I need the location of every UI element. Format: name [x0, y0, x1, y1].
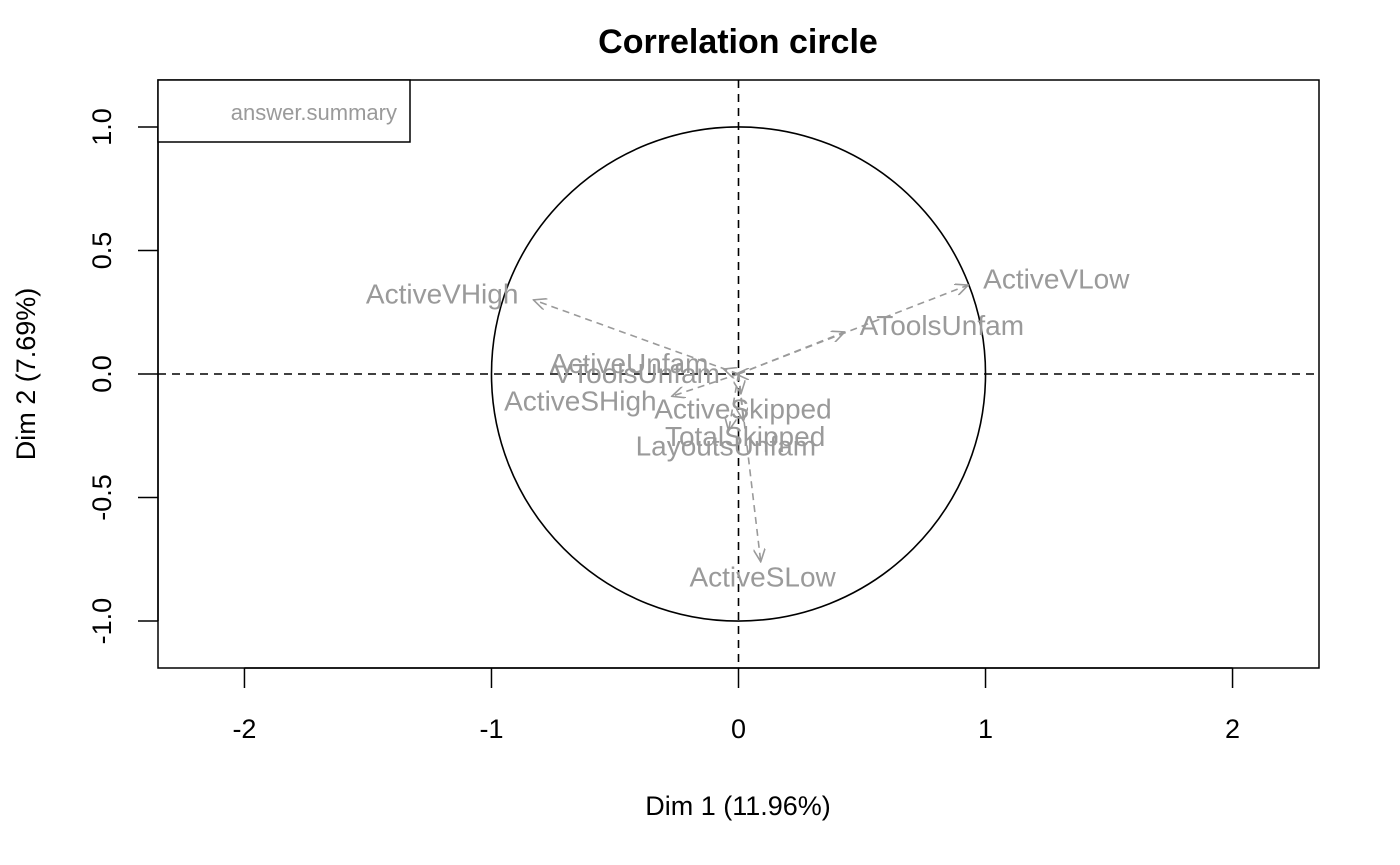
variable-label: ActiveVLow — [983, 263, 1130, 294]
legend: answer.summary — [157, 79, 411, 143]
unit-circle — [490, 126, 987, 622]
x-axis-label: Dim 1 (11.96%) — [645, 791, 831, 821]
y-axis-label: Dim 2 (7.69%) — [11, 288, 41, 461]
chart-title: Correlation circle — [598, 23, 878, 61]
variable-arrow — [533, 300, 739, 375]
variable-label: ActiveUnfam — [550, 348, 709, 379]
variable-label: ActiveVHigh — [366, 278, 519, 309]
variable-label: AToolsUnfam — [860, 310, 1024, 341]
plot-content: ActiveVHigh ActiveVLow AToolsUnfam ActiveUn… — [158, 80, 1319, 668]
y-axis: -1.0 -0.5 0.0 0.5 1.0 — [87, 108, 159, 645]
variable-arrow — [737, 373, 761, 562]
variable-label: ActiveSHigh — [504, 385, 657, 416]
legend-entry: answer.summary — [231, 100, 397, 125]
y-tick-label: 0.5 — [87, 232, 117, 270]
y-tick-label: -0.5 — [87, 474, 117, 521]
variable-arrow — [729, 373, 740, 431]
variable-arrow — [738, 332, 845, 375]
x-tick-label: 0 — [731, 714, 746, 744]
variable-label: VToolsUnfam — [554, 358, 721, 389]
x-tick-label: -1 — [479, 714, 503, 744]
y-tick-label: -1.0 — [87, 598, 117, 645]
x-tick-label: 2 — [1225, 714, 1240, 744]
x-tick-label: 1 — [978, 714, 993, 744]
y-tick-label: 1.0 — [87, 108, 117, 146]
legend-box — [157, 79, 411, 143]
x-axis: -2 -1 0 1 2 — [232, 667, 1240, 744]
variable-label: LayoutsUnfam — [636, 431, 817, 462]
variable-label: ActiveSLow — [689, 562, 836, 593]
y-tick-label: 0.0 — [87, 355, 117, 393]
x-tick-label: -2 — [232, 714, 256, 744]
